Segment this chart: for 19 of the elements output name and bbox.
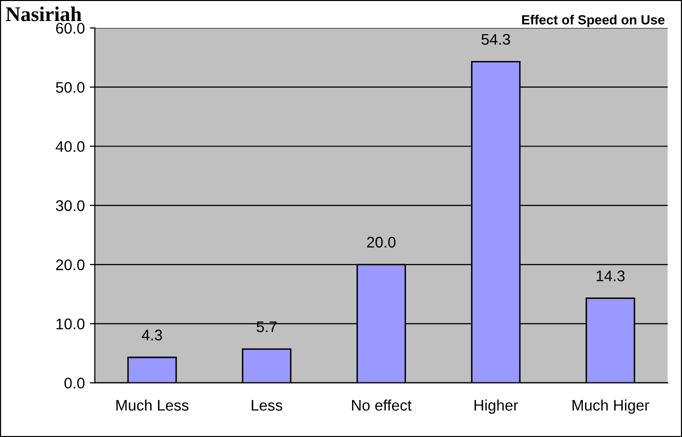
x-tick-label: Higher (474, 399, 518, 414)
x-tick-label: No effect (352, 399, 412, 411)
x-tick-label: Much Higer (572, 399, 650, 414)
y-tick-label: 10.0 (56, 318, 84, 330)
data-label: 4.3 (142, 330, 162, 340)
data-label: 14.3 (596, 270, 625, 282)
data-label: 20.0 (367, 236, 396, 248)
y-tick-label: 60.0 (56, 22, 84, 34)
y-tick-label: 30.0 (56, 200, 84, 212)
data-label: 54.3 (482, 34, 510, 45)
x-tick-label: Less (252, 400, 282, 411)
chart-subtitle: Effect of Speed on Use (522, 14, 665, 28)
y-tick-label: 40.0 (56, 141, 84, 152)
x-tick-label: Much Less (116, 399, 188, 411)
y-tick-label: 50.0 (56, 82, 84, 93)
chart-title: Nasiriah (6, 6, 82, 22)
y-tick-label: 20.0 (56, 259, 84, 270)
data-label: 5.7 (256, 322, 277, 332)
y-tick-label: 0.0 (64, 378, 84, 388)
